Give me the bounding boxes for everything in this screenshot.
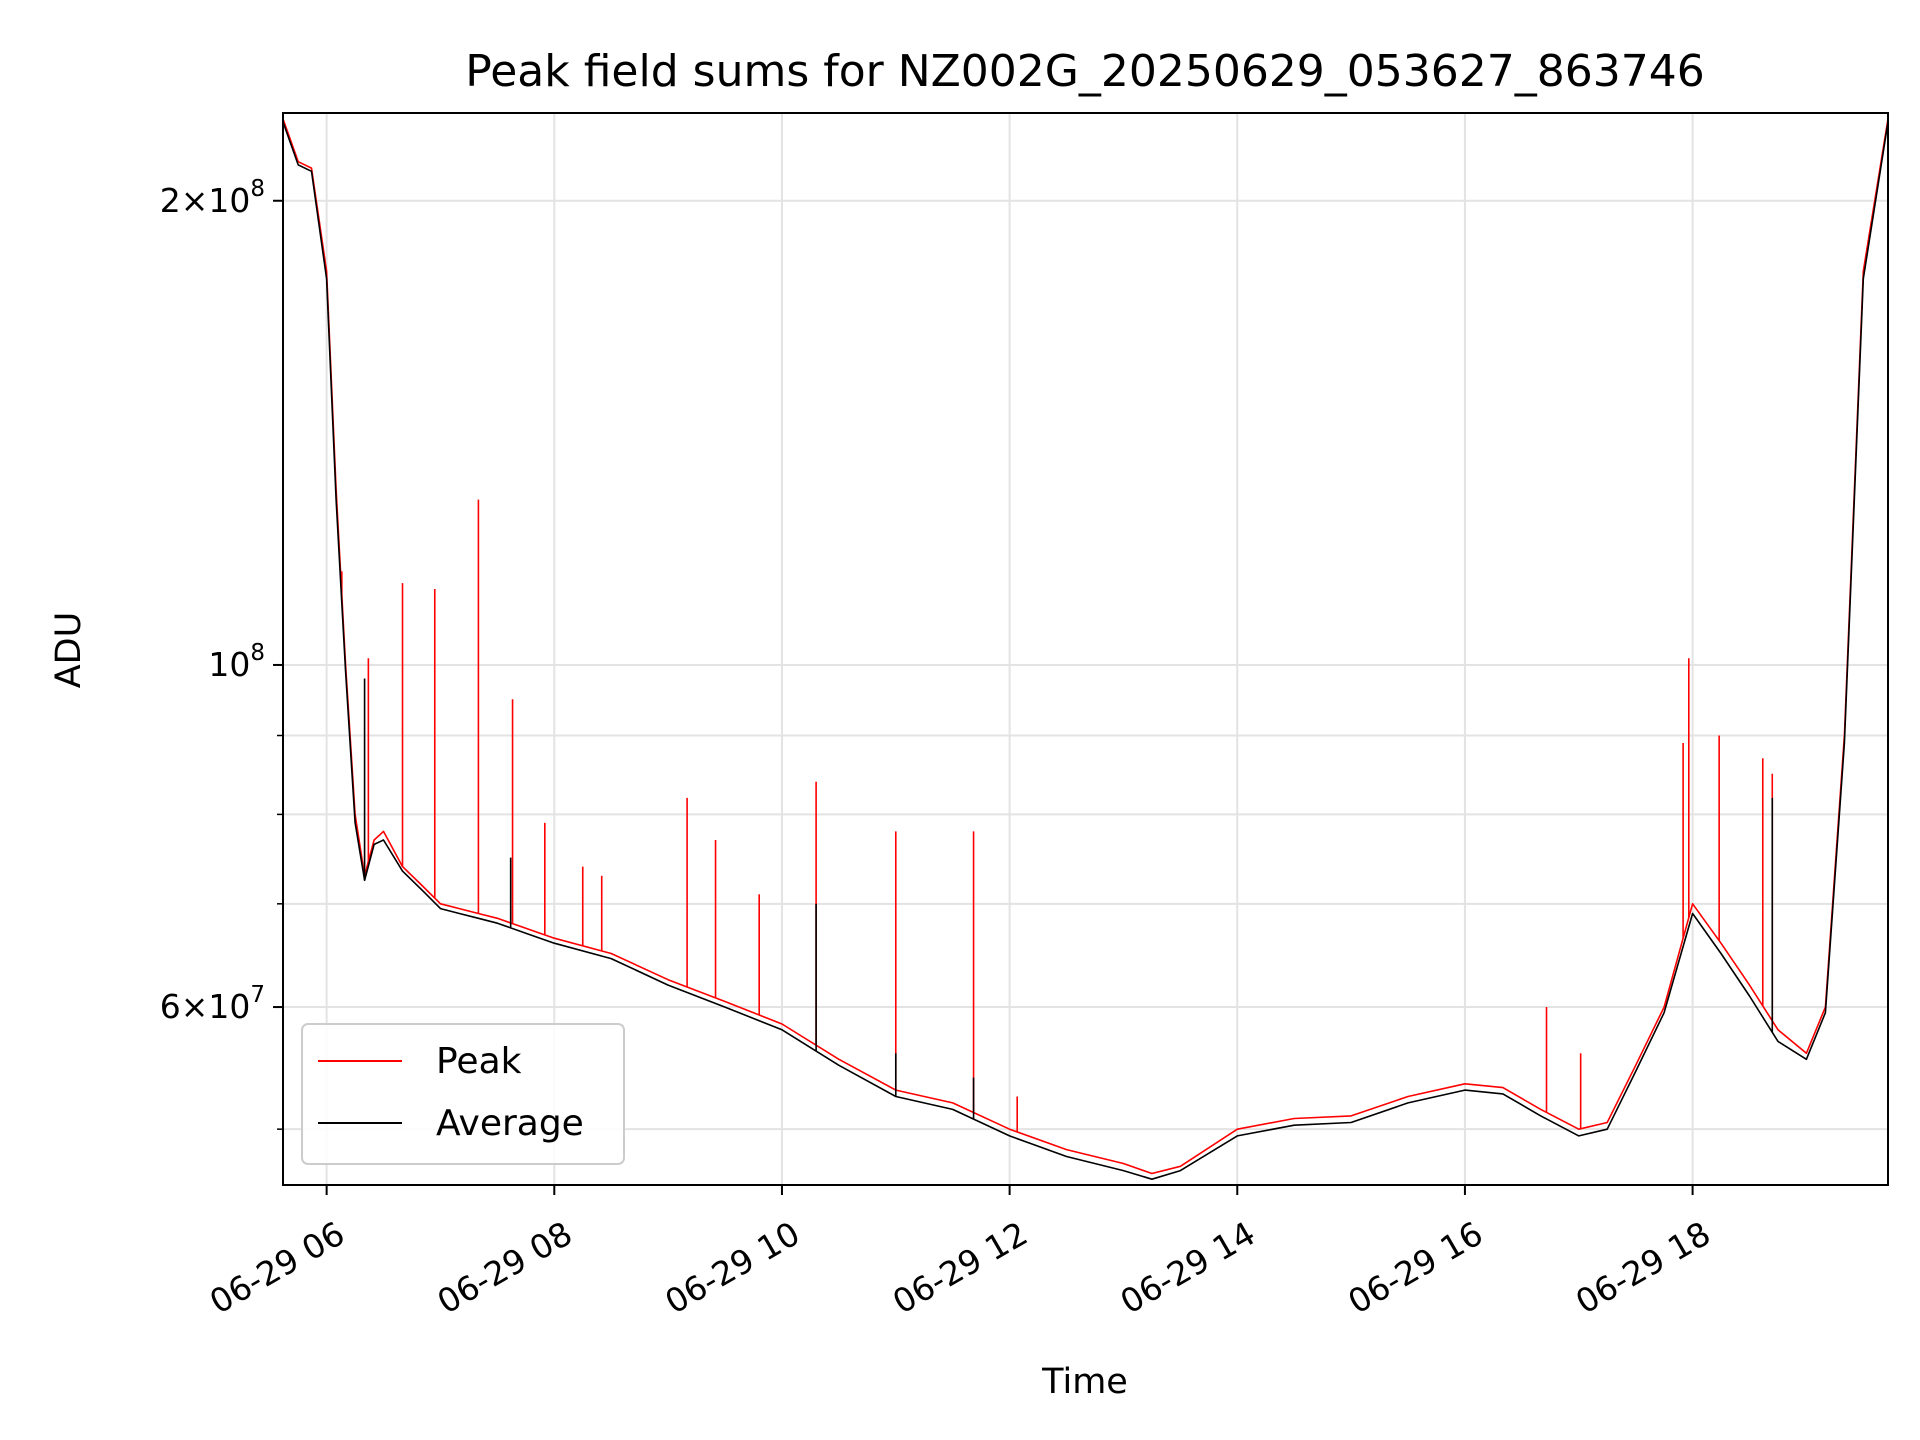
series-line-peak <box>282 118 1889 1175</box>
legend-label-average: Average <box>436 1103 584 1144</box>
y-tick-label: 108 <box>208 640 265 684</box>
legend-label-peak: Peak <box>436 1041 522 1082</box>
chart-title: Peak field sums for NZ002G_20250629_0536… <box>465 46 1704 97</box>
plot-frame <box>282 112 1889 1186</box>
y-tick-label: 6×107 <box>160 982 265 1026</box>
legend-box <box>301 1023 625 1165</box>
y-axis: 6×107 108 2×108 <box>160 176 283 1130</box>
x-axis-title: Time <box>1041 1362 1128 1402</box>
y-tick-label: 2×108 <box>160 176 265 220</box>
series-line-average <box>282 121 1889 1180</box>
plot-series <box>282 118 1889 1180</box>
y-axis-title: ADU <box>49 612 89 689</box>
legend: Peak Average <box>301 1023 625 1165</box>
